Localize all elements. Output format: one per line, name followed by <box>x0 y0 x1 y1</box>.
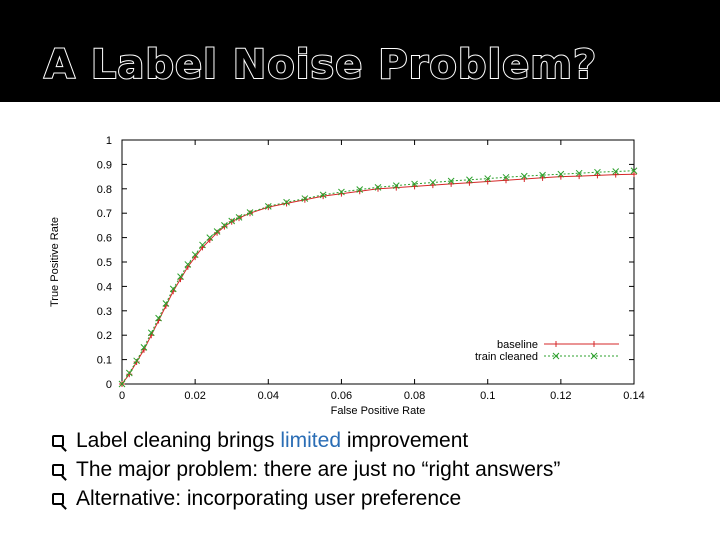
data-point <box>411 180 418 188</box>
y-tick-label: 0 <box>106 379 112 391</box>
y-tick-label: 0.6 <box>97 233 112 245</box>
legend-marker <box>553 341 559 347</box>
data-point <box>338 188 345 196</box>
y-tick-label: 0.5 <box>97 257 112 269</box>
y-tick-label: 0.8 <box>97 184 112 196</box>
data-point <box>484 175 492 182</box>
data-point <box>125 369 133 377</box>
data-point <box>631 171 637 178</box>
y-tick-label: 0.4 <box>97 281 112 293</box>
data-point <box>283 198 290 206</box>
bullet-text-start: Label cleaning brings <box>76 428 281 452</box>
data-point <box>221 222 228 229</box>
bullet-item: Alternative: incorporating user preferen… <box>52 484 712 513</box>
data-point <box>557 170 565 178</box>
bullet-highlight: limited <box>280 428 341 452</box>
data-point <box>264 203 272 210</box>
data-point <box>576 173 583 180</box>
data-point <box>133 357 140 365</box>
data-point <box>484 178 491 185</box>
data-point <box>612 168 620 175</box>
data-point <box>206 234 214 241</box>
bullet-text: The major problem: there are just no “ri… <box>76 457 561 481</box>
data-point <box>466 176 473 184</box>
data-point <box>246 209 254 216</box>
roc-chart-svg: 0 0.02 0.04 0.06 0.08 0.1 0.12 0.14 0 0.1 0.2 0.3 0.… <box>49 135 645 417</box>
x-tick-label: 0.04 <box>258 390 279 402</box>
data-point <box>283 200 290 207</box>
data-point <box>429 179 437 186</box>
data-point <box>191 251 199 259</box>
data-point <box>169 285 177 293</box>
data-point <box>199 241 206 249</box>
data-point <box>118 380 126 388</box>
bullet-list: Label cleaning brings limited improvemen… <box>52 426 712 513</box>
x-tick-label: 0.1 <box>480 390 495 402</box>
y-axis-label: True Positive Rate <box>49 217 61 307</box>
y-tick-label: 1 <box>106 135 112 147</box>
data-point <box>184 261 192 268</box>
data-point <box>155 314 162 322</box>
data-point <box>502 173 510 181</box>
data-point <box>466 179 473 186</box>
data-point <box>140 344 148 351</box>
bullet-text: Label cleaning brings limited improvemen… <box>76 429 468 453</box>
y-tick-label: 0.3 <box>97 306 112 318</box>
data-point <box>319 191 327 199</box>
data-point <box>575 169 583 177</box>
data-point <box>214 229 221 236</box>
bullet-text: Alternative: incorporating user preferen… <box>76 486 462 510</box>
legend-marker <box>590 352 598 360</box>
checkbox-bullet-icon <box>52 434 64 447</box>
data-point <box>392 182 400 189</box>
data-point <box>162 300 170 307</box>
legend-label: baseline <box>497 339 538 351</box>
legend-label: train cleaned <box>475 351 538 363</box>
legend-marker <box>552 352 560 360</box>
data-point <box>447 177 455 185</box>
data-point <box>228 217 236 225</box>
data-point <box>503 177 509 184</box>
title-bar: A Label Noise Problem? <box>0 0 720 102</box>
bullet-item: The major problem: there are just no “ri… <box>52 455 712 484</box>
y-tick-label: 0.1 <box>97 355 112 367</box>
y-tick-label: 0.7 <box>97 208 112 220</box>
data-point <box>235 213 243 221</box>
y-tick-label: 0.9 <box>97 159 112 171</box>
data-point <box>521 176 528 183</box>
x-tick-label: 0.02 <box>184 390 205 402</box>
data-point <box>177 273 184 280</box>
x-tick-label: 0.06 <box>331 390 352 402</box>
y-tick-label: 0.2 <box>97 330 112 342</box>
checkbox-bullet-icon <box>52 492 64 505</box>
data-point <box>520 172 528 180</box>
data-point <box>356 186 364 193</box>
data-point <box>539 171 546 179</box>
bullet-item: Label cleaning brings limited improvemen… <box>52 426 712 455</box>
x-tick-label: 0.08 <box>404 390 425 402</box>
data-point <box>374 183 382 191</box>
series-line-1 <box>121 170 635 385</box>
checkbox-bullet-icon <box>52 463 64 476</box>
data-point <box>320 193 327 200</box>
data-point <box>448 180 455 187</box>
data-point <box>594 168 601 176</box>
data-point <box>301 195 309 202</box>
x-tick-label: 0.14 <box>623 390 644 402</box>
data-point <box>147 329 155 337</box>
data-point <box>301 196 308 203</box>
data-point <box>594 172 601 179</box>
roc-chart: 0 0.02 0.04 0.06 0.08 0.1 0.12 0.14 0 0.1 0.2 0.3 0.… <box>44 126 664 420</box>
slide-title: A Label Noise Problem? <box>43 41 598 89</box>
series-line-0 <box>121 173 635 385</box>
data-point <box>630 167 638 175</box>
x-tick-label: 0.12 <box>550 390 571 402</box>
data-point <box>213 228 221 235</box>
legend-marker <box>591 341 597 347</box>
bullet-text-end: improvement <box>341 428 469 452</box>
x-tick-label: 0 <box>119 390 125 402</box>
data-point <box>612 171 619 178</box>
x-axis-label: False Positive Rate <box>331 405 426 417</box>
